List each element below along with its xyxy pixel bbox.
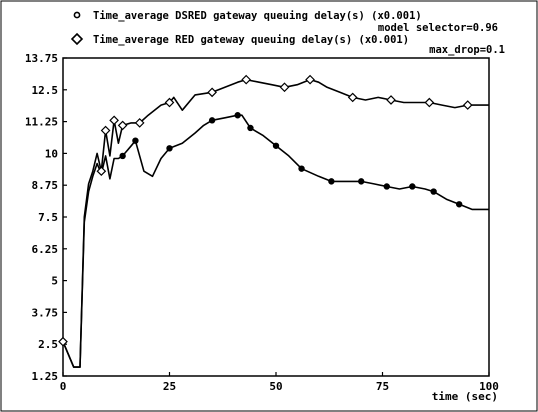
dsred-point (247, 124, 254, 132)
x-tick-label: 100 (479, 380, 499, 393)
x-tick-label: 0 (60, 380, 67, 393)
x-tick-label: 50 (269, 380, 282, 393)
dsred-point (383, 183, 390, 190)
red-point (241, 74, 252, 85)
dsred-point (272, 142, 280, 149)
y-tick-label: 13.75 (25, 52, 58, 65)
red-point (134, 118, 145, 128)
y-tick-label: 11.25 (25, 116, 58, 129)
dsred-point (455, 201, 463, 208)
y-tick-label: 1.25 (32, 370, 59, 383)
legend-entry-red: Time_average RED gateway queuing delay(s… (93, 34, 409, 46)
red-point (305, 74, 315, 85)
y-tick-label: 12.5 (32, 84, 59, 97)
y-tick-label: 7.5 (38, 211, 58, 224)
y-tick-label: 6.25 (32, 243, 59, 256)
dsred-point (166, 145, 173, 152)
y-tick-label: 3.75 (32, 306, 59, 319)
y-tick-label: 5 (51, 275, 58, 288)
red-point (279, 82, 290, 93)
y-tick-label: 8.75 (32, 179, 59, 192)
legend-entry-dsred: Time_average DSRED gateway queuing delay… (93, 10, 422, 22)
red-point (100, 125, 111, 136)
dsred-point (430, 188, 437, 195)
red-point (96, 166, 107, 177)
x-tick-label: 75 (376, 380, 389, 393)
dsred-point (409, 183, 416, 190)
legend: Time_average DSRED gateway queuing delay… (70, 10, 505, 56)
dsred-point (234, 112, 241, 119)
x-tick-label: 25 (163, 380, 176, 393)
y-tick-label: 2.5 (38, 338, 58, 351)
dsred-point (358, 178, 365, 185)
dsred-point (328, 178, 335, 185)
annotation-model-selector: model selector=0.96 (378, 22, 498, 34)
legend-circle-marker (73, 11, 81, 19)
red-point (117, 120, 128, 131)
dsred-point (119, 152, 126, 160)
red-point (109, 115, 119, 126)
red-point (164, 97, 175, 108)
dsred-point (208, 117, 216, 124)
y-tick-label: 10 (45, 147, 58, 160)
legend-diamond-marker (70, 32, 84, 46)
red-point (58, 336, 68, 347)
red-point (347, 92, 358, 103)
y-axis: 13.75 12.5 11.25 10 8.75 7.5 6.25 5 3.75 2.5 1.25 (25, 52, 67, 383)
red-point (462, 100, 473, 110)
x-axis: 0 25 50 75 100 (60, 372, 499, 393)
red-point (386, 95, 396, 105)
red-point (424, 97, 435, 108)
red-point (207, 87, 217, 98)
annotation-max-drop: max_drop=0.1 (429, 44, 505, 56)
x-axis-label: time (sec) (432, 390, 498, 403)
dsred-point (298, 165, 305, 172)
series-layer (58, 74, 489, 368)
dsred-point (132, 137, 139, 144)
